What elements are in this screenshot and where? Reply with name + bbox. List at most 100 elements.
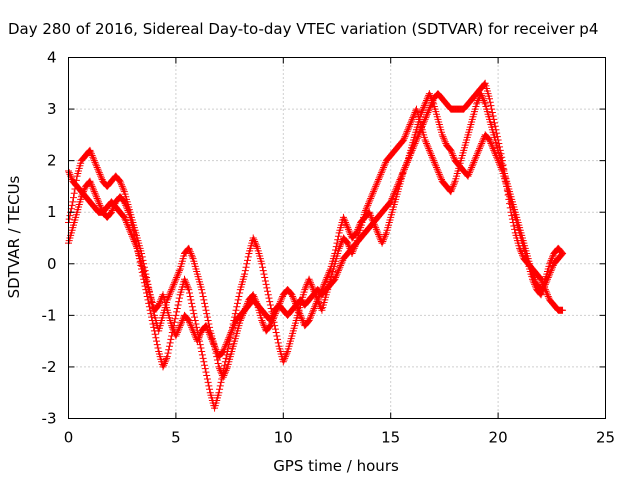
data-point-interp xyxy=(493,129,501,137)
data-point-interp xyxy=(203,310,211,318)
data-point-interp xyxy=(428,153,436,161)
data-point-interp xyxy=(238,311,246,319)
data-point-interp xyxy=(332,274,340,282)
data-point-interp xyxy=(183,280,191,288)
data-point xyxy=(163,353,171,361)
data-point-interp xyxy=(187,322,195,330)
data-point-interp xyxy=(269,315,277,323)
data-point-interp xyxy=(261,274,269,282)
data-point-interp xyxy=(226,337,234,345)
data-point-interp xyxy=(139,272,147,280)
data-point-interp xyxy=(466,167,474,175)
data-point-interp xyxy=(205,382,213,390)
data-point-interp xyxy=(267,304,275,312)
data-point-interp xyxy=(388,194,396,202)
y-tick-label: -1 xyxy=(42,306,57,324)
data-point-interp xyxy=(123,205,131,213)
data-point xyxy=(473,151,481,159)
data-point-interp xyxy=(324,272,332,280)
data-point-interp xyxy=(252,298,260,306)
data-point xyxy=(528,270,536,278)
x-tick-label: 20 xyxy=(489,429,508,447)
x-tick-label: 5 xyxy=(171,429,181,447)
data-point-interp xyxy=(123,220,131,228)
data-point-interp xyxy=(423,141,431,149)
data-point xyxy=(215,363,223,371)
data-point-interp xyxy=(66,212,74,220)
data-point-interp xyxy=(253,299,261,307)
data-point-interp xyxy=(235,292,243,300)
data-point-interp xyxy=(344,225,352,233)
data-point-interp xyxy=(152,334,160,342)
data-point xyxy=(344,224,352,232)
data-point-interp xyxy=(401,133,409,141)
data-point-interp xyxy=(486,138,494,146)
data-point-interp xyxy=(448,186,456,194)
data-point-interp xyxy=(119,184,127,192)
data-point-interp xyxy=(140,263,148,271)
data-point-interp xyxy=(148,313,156,321)
data-point xyxy=(464,172,472,180)
data-point-interp xyxy=(150,323,158,331)
data-point-interp xyxy=(133,241,141,249)
data-point-interp xyxy=(165,291,173,299)
data-point xyxy=(447,188,455,196)
data-point-interp xyxy=(222,354,230,362)
data-point xyxy=(202,322,210,330)
data-point-interp xyxy=(170,318,178,326)
data-point-interp xyxy=(549,253,557,261)
data-point-interp xyxy=(480,98,488,106)
data-point-interp xyxy=(97,205,105,213)
data-point xyxy=(241,306,249,314)
data-point-interp xyxy=(173,274,181,282)
data-point-interp xyxy=(140,275,148,283)
data-point-interp xyxy=(211,346,219,354)
data-point-interp xyxy=(307,313,315,321)
data-point-interp xyxy=(90,155,98,163)
data-point-interp xyxy=(156,298,164,306)
data-point-interp xyxy=(407,119,415,127)
data-point xyxy=(146,291,154,299)
data-point-interp xyxy=(375,174,383,182)
data-point-interp xyxy=(325,268,333,276)
data-point xyxy=(142,270,150,278)
data-point-interp xyxy=(475,145,483,153)
data-point-interp xyxy=(122,217,130,225)
data-point-interp xyxy=(143,274,151,282)
data-point xyxy=(159,363,167,371)
data-point xyxy=(335,244,343,252)
data-point-interp xyxy=(420,102,428,110)
data-point-interp xyxy=(488,143,496,151)
data-point xyxy=(438,131,446,139)
data-point-interp xyxy=(508,215,516,223)
data-point xyxy=(107,208,115,216)
data-point-interp xyxy=(92,162,100,170)
data-point-interp xyxy=(531,277,539,285)
data-point-interp xyxy=(253,243,261,251)
data-point-interp xyxy=(80,186,88,194)
data-point-interp xyxy=(243,301,251,309)
data-point-interp xyxy=(465,169,473,177)
data-point xyxy=(198,286,206,294)
data-point-interp xyxy=(67,174,75,182)
data-point-interp xyxy=(418,107,426,115)
data-point xyxy=(202,368,210,376)
data-point-interp xyxy=(491,122,499,130)
data-point-interp xyxy=(349,246,357,254)
data-point-interp xyxy=(377,170,385,178)
data-point-interp xyxy=(206,385,214,393)
data-point-interp xyxy=(379,237,387,245)
x-tick-label: 0 xyxy=(64,429,74,447)
data-point-interp xyxy=(344,241,352,249)
data-point-interp xyxy=(489,112,497,120)
data-point-interp xyxy=(252,241,260,249)
data-point-interp xyxy=(143,292,151,300)
data-point-interp xyxy=(478,91,486,99)
data-point xyxy=(86,177,94,185)
data-point-interp xyxy=(164,294,172,302)
data-point xyxy=(486,95,494,103)
data-point-interp xyxy=(97,174,105,182)
data-point-interp xyxy=(264,291,272,299)
data-point-interp xyxy=(182,279,190,287)
data-point-interp xyxy=(148,298,156,306)
